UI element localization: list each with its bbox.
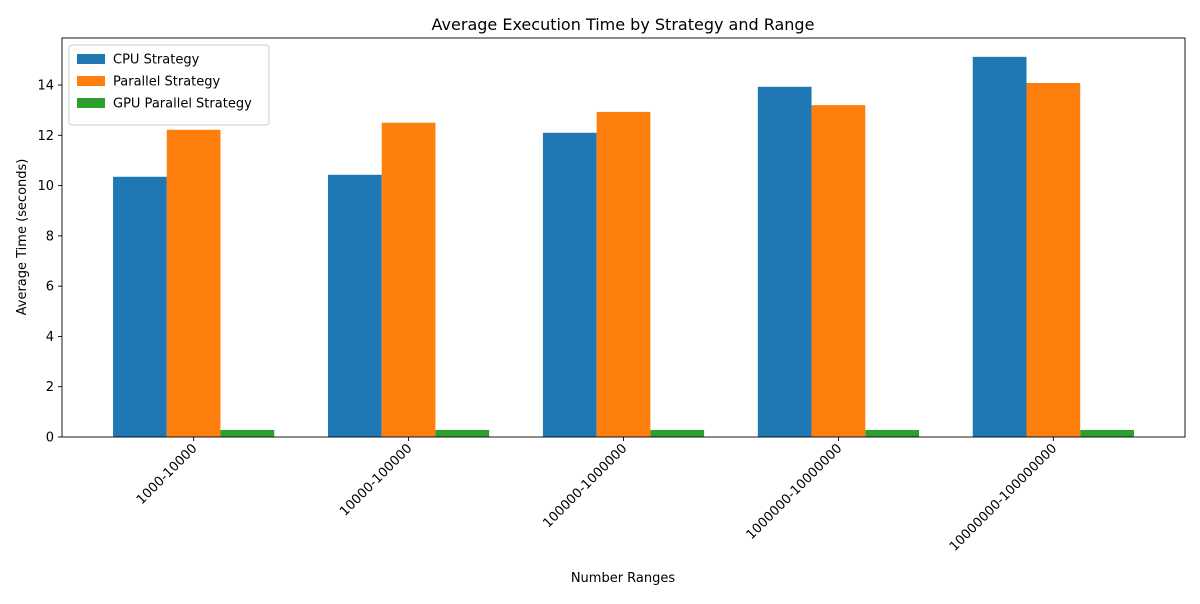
x-axis-label: Number Ranges: [571, 571, 676, 586]
x-tick-label-1: 10000-100000: [337, 441, 415, 519]
legend: CPU Strategy Parallel Strategy GPU Paralle…: [68, 44, 270, 126]
legend-swatch-1: [77, 76, 105, 86]
legend-label-0: CPU Strategy: [113, 53, 200, 68]
bar-gpu-parallel-strategy-4: [1080, 429, 1134, 437]
legend-label-2: GPU Parallel Strategy: [113, 97, 252, 112]
y-tick-label-6: 12: [37, 129, 54, 144]
bar-cpu-strategy-4: [972, 56, 1027, 438]
y-tick-label-5: 10: [37, 179, 54, 194]
y-tick-label-4: 8: [46, 229, 54, 244]
bar-parallel-strategy-3: [811, 105, 866, 437]
x-tick-label-3: 1000000-10000000: [744, 441, 846, 543]
y-tick-label-7: 14: [37, 79, 54, 94]
plot-area: 0 2 4 6 8 10 12 14 1000-10000 10000-100000 100000-…: [37, 37, 1186, 555]
bar-parallel-strategy-0: [166, 129, 221, 437]
bar-parallel-strategy-1: [381, 122, 436, 437]
bar-cpu-strategy-1: [327, 174, 382, 437]
y-tick-label-0: 0: [46, 431, 54, 446]
legend-swatch-0: [77, 54, 105, 64]
bar-gpu-parallel-strategy-3: [865, 429, 920, 437]
legend-label-1: Parallel Strategy: [113, 75, 221, 90]
y-tick-label-3: 6: [46, 280, 54, 295]
x-tick-label-4: 10000000-100000000: [947, 441, 1060, 554]
bar-cpu-strategy-0: [113, 176, 167, 437]
x-tick-label-0: 1000-10000: [134, 441, 201, 508]
bar-gpu-parallel-strategy-0: [220, 429, 275, 437]
y-tick-label-1: 2: [46, 380, 54, 395]
bar-parallel-strategy-4: [1026, 83, 1081, 437]
bar-gpu-parallel-strategy-1: [435, 429, 490, 437]
legend-frame: [68, 44, 270, 126]
bar-cpu-strategy-2: [542, 132, 597, 437]
chart-title: Average Execution Time by Strategy and R…: [432, 15, 815, 34]
bar-parallel-strategy-2: [596, 111, 651, 438]
legend-swatch-2: [77, 98, 105, 108]
y-tick-label-2: 4: [46, 330, 54, 345]
x-tick-label-2: 100000-1000000: [540, 441, 630, 531]
y-axis-label: Average Time (seconds): [15, 159, 30, 316]
bar-gpu-parallel-strategy-2: [650, 429, 705, 437]
bar-cpu-strategy-3: [757, 86, 812, 437]
